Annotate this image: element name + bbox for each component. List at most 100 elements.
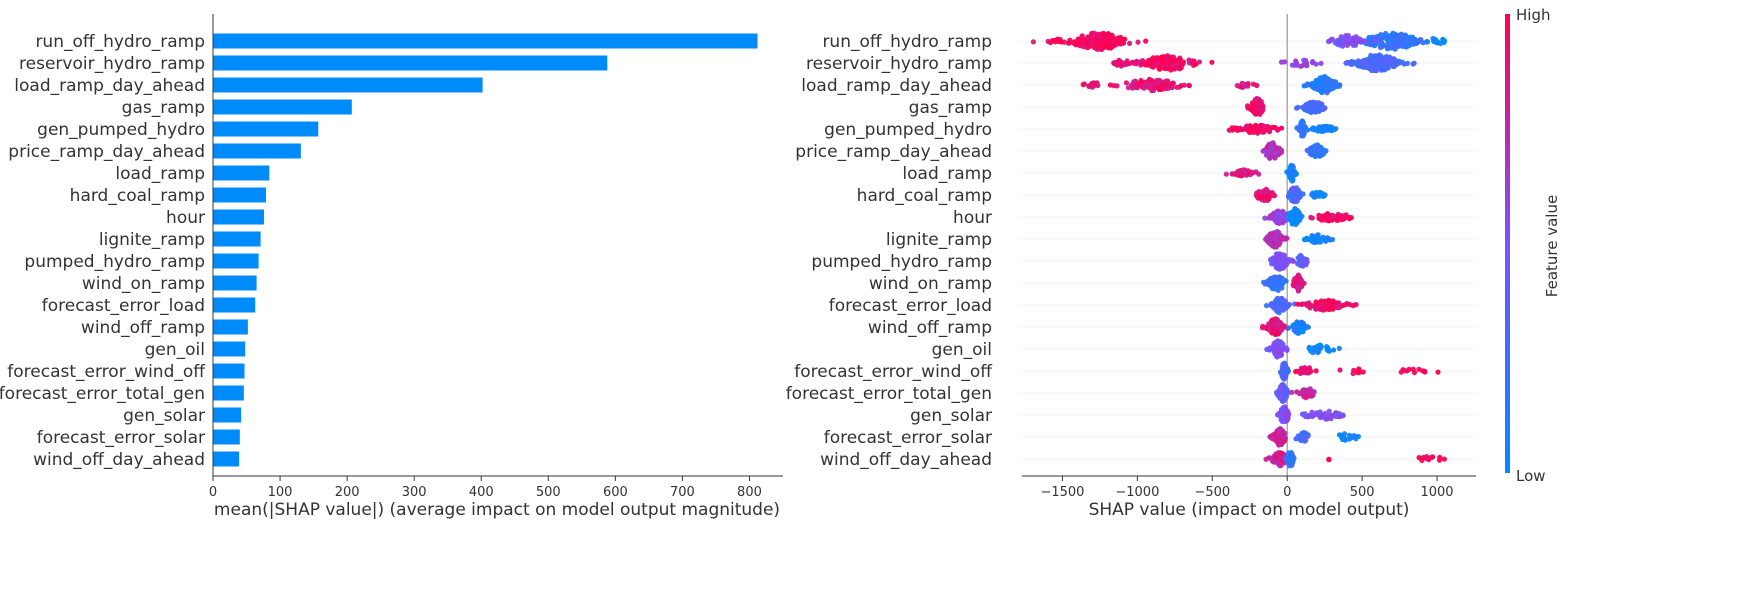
shap-point [1279, 386, 1285, 392]
beeswarm-feature-label: load_ramp [902, 164, 992, 184]
shap-point [1318, 342, 1324, 348]
shap-point [1311, 345, 1317, 351]
shap-point [1344, 34, 1350, 40]
shap-point [1269, 141, 1275, 147]
shap-point [1321, 74, 1327, 80]
shap-point [1383, 30, 1389, 37]
bar-feature-label: hour [166, 208, 205, 228]
shap-point [1286, 258, 1292, 264]
beeswarm-feature-label: gen_solar [910, 406, 992, 426]
bar [213, 363, 245, 379]
shap-point [1311, 84, 1317, 90]
shap-point [1279, 302, 1285, 308]
bar-feature-label: price_ramp_day_ahead [8, 142, 205, 162]
shap-point [1298, 367, 1304, 374]
shap-point [1114, 83, 1120, 89]
shap-point [1290, 165, 1296, 171]
shap-point [1257, 109, 1263, 115]
bar-feature-label: lignite_ramp [99, 230, 205, 250]
bar-feature-label: run_off_hydro_ramp [35, 32, 205, 52]
shap-point [1326, 457, 1332, 463]
shap-point [1080, 82, 1086, 88]
shap-point [1441, 456, 1447, 462]
shap-point [1376, 39, 1382, 46]
beeswarm-x-axis-label: SHAP value (impact on model output) [1089, 500, 1410, 520]
shap-point [1401, 38, 1407, 44]
shap-point [1255, 130, 1261, 136]
shap-point [1396, 58, 1403, 65]
shap-point [1344, 59, 1351, 65]
bar-x-tick-label: 800 [737, 485, 762, 500]
shap-point [1264, 144, 1270, 150]
shap-point [1127, 40, 1133, 47]
shap-point [1290, 456, 1296, 462]
shap-point [1299, 118, 1305, 125]
bar [213, 297, 256, 313]
shap-point [1284, 368, 1290, 374]
shap-point [1289, 451, 1295, 457]
colorbar [1505, 14, 1510, 473]
shap-point [1304, 63, 1310, 69]
shap-point [1360, 369, 1366, 375]
shap-point [1418, 36, 1424, 43]
shap-point [1261, 127, 1267, 133]
shap-point [1276, 321, 1282, 328]
shap-point [1369, 65, 1375, 71]
shap-point [1294, 105, 1300, 111]
shap-point [1085, 34, 1091, 40]
shap-point [1378, 61, 1384, 68]
beeswarm-feature-label: pumped_hydro_ramp [811, 252, 992, 272]
shap-point [1299, 213, 1305, 219]
bar-feature-label: forecast_error_wind_off [7, 362, 206, 382]
shap-point [1120, 39, 1126, 45]
shap-point [1403, 44, 1409, 50]
shap-point [1089, 84, 1095, 90]
shap-point [1253, 169, 1259, 175]
shap-point [1387, 59, 1393, 65]
shap-point [1267, 347, 1273, 353]
shap-point [1267, 238, 1273, 244]
shap-point [1045, 38, 1051, 45]
shap-point [1313, 368, 1319, 374]
bar-feature-label: gen_solar [123, 406, 205, 426]
shap-point [1290, 258, 1296, 264]
bar-feature-label: load_ramp_day_ahead [14, 76, 205, 96]
shap-point [1330, 306, 1336, 312]
shap-point [1160, 55, 1166, 61]
shap-point [1284, 416, 1291, 422]
beeswarm-feature-label: load_ramp_day_ahead [801, 76, 992, 96]
shap-point [1278, 462, 1284, 469]
shap-point [1276, 428, 1282, 434]
beeswarm-feature-label: wind_on_ramp [869, 274, 992, 294]
shap-point [1351, 433, 1357, 439]
shap-point [1151, 84, 1157, 91]
shap-point [1178, 83, 1184, 89]
shap-point [1286, 325, 1292, 331]
shap-point [1289, 62, 1295, 68]
shap-point [1340, 43, 1346, 49]
shap-point [1276, 441, 1282, 447]
shap-point [1161, 65, 1167, 71]
shap-point [1275, 127, 1281, 133]
shap-point [1335, 303, 1341, 309]
shap-point [1288, 175, 1294, 182]
shap-point [1272, 154, 1278, 160]
shap-point [1273, 455, 1279, 461]
beeswarm-feature-label: gen_pumped_hydro [824, 120, 992, 140]
bar-x-tick-label: 300 [402, 485, 427, 500]
shap-point [1362, 39, 1369, 45]
shap-point [1289, 389, 1295, 395]
shap-point [1269, 261, 1275, 267]
shap-point [1313, 239, 1319, 245]
bar [213, 231, 261, 247]
shap-point [1378, 34, 1384, 40]
bar-x-tick-label: 600 [603, 485, 628, 500]
bar [213, 99, 352, 115]
shap-point [1318, 304, 1324, 310]
shap-point [1344, 301, 1350, 307]
shap-point [1102, 38, 1108, 44]
shap-point [1412, 41, 1418, 47]
shap-point [1316, 152, 1322, 158]
beeswarm-feature-label: gas_ramp [909, 98, 992, 118]
shap-point [1268, 145, 1274, 151]
